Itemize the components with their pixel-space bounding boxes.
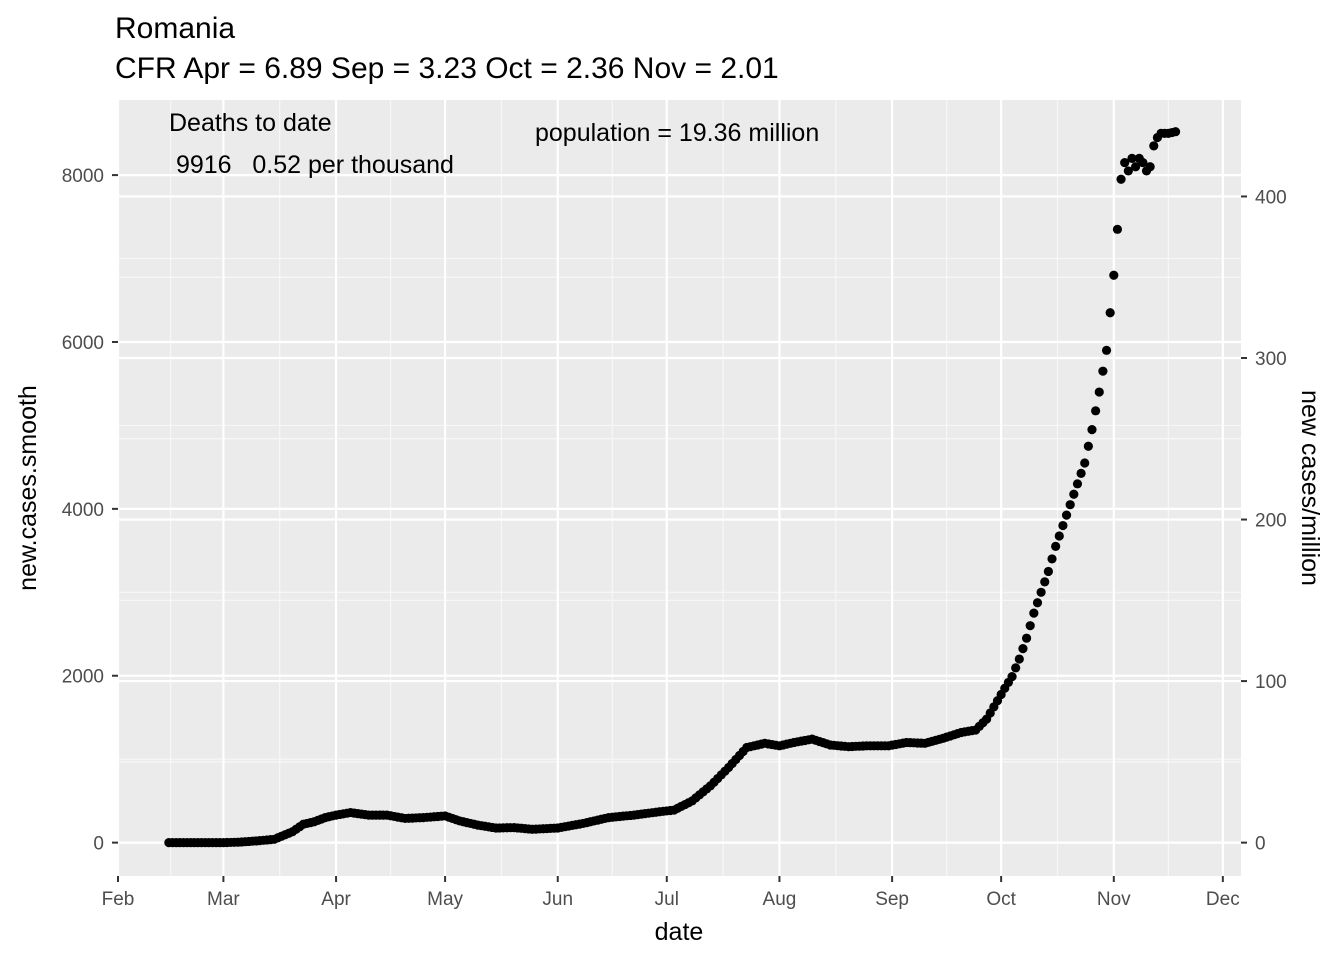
- plot-panel: [118, 100, 1241, 876]
- x-tick-label: Apr: [321, 889, 351, 910]
- x-axis: Feb Mar Apr May Jun Jul Aug Sep Oct Nov Dec: [102, 876, 1240, 910]
- data-point: [1149, 141, 1159, 151]
- data-point: [1047, 554, 1057, 564]
- data-point: [1131, 162, 1141, 172]
- data-point: [1076, 468, 1086, 478]
- data-point: [1054, 531, 1064, 541]
- x-tick-label: Jun: [542, 889, 573, 910]
- y2-tick-label: 100: [1255, 672, 1287, 693]
- data-point: [1069, 489, 1079, 499]
- y2-tick-label: 300: [1255, 349, 1287, 370]
- data-point: [1145, 162, 1155, 172]
- data-points: [164, 127, 1181, 848]
- y-axis-right: 0 100 200 300 400: [1241, 187, 1287, 855]
- grid-minor: [118, 100, 1241, 876]
- x-tick-label: Jul: [655, 889, 679, 910]
- x-tick-label: Feb: [102, 889, 135, 910]
- y-axis-title: new.cases.smooth: [14, 385, 42, 591]
- data-point: [1032, 598, 1043, 608]
- data-point: [1105, 308, 1115, 318]
- x-tick-label: Sep: [875, 889, 909, 910]
- data-point: [1018, 644, 1028, 654]
- data-point: [1138, 157, 1148, 168]
- x-tick-label: Dec: [1206, 889, 1240, 910]
- y-tick-label: 4000: [62, 500, 104, 521]
- x-tick-label: Nov: [1097, 889, 1131, 910]
- population-annotation: population = 19.36 million: [535, 119, 819, 147]
- data-point: [1051, 541, 1061, 552]
- data-point: [1065, 500, 1075, 510]
- y-tick-label: 6000: [62, 333, 104, 354]
- x-axis-title: date: [655, 918, 704, 946]
- data-point: [1011, 663, 1021, 673]
- data-point: [1072, 479, 1083, 489]
- y2-tick-label: 200: [1255, 511, 1287, 532]
- data-point: [1040, 577, 1050, 587]
- deaths-label: Deaths to date: [169, 109, 332, 137]
- data-point: [1058, 520, 1068, 531]
- data-point: [1091, 406, 1101, 416]
- data-point: [1098, 366, 1108, 376]
- data-point: [1123, 166, 1133, 176]
- data-point: [1094, 387, 1104, 397]
- data-point: [1120, 157, 1130, 168]
- deaths-value: 9916 0.52 per thousand: [169, 151, 454, 179]
- y2-axis-title: new cases/million: [1296, 390, 1324, 586]
- data-point: [1127, 153, 1137, 164]
- data-point: [1036, 587, 1046, 597]
- y-tick-label: 0: [93, 834, 104, 855]
- data-point: [1087, 424, 1097, 435]
- data-point: [1101, 345, 1112, 355]
- data-point: [1170, 127, 1181, 137]
- chart-subtitle: CFR Apr = 6.89 Sep = 3.23 Oct = 2.36 Nov…: [115, 52, 779, 85]
- y-tick-label: 2000: [62, 667, 104, 688]
- data-point: [1109, 270, 1119, 280]
- data-point: [1007, 671, 1017, 682]
- data-point: [1116, 174, 1126, 184]
- data-point: [1080, 458, 1090, 468]
- data-point: [1025, 621, 1035, 631]
- x-tick-label: Aug: [763, 889, 797, 910]
- y2-tick-label: 400: [1255, 187, 1287, 208]
- data-point: [1061, 510, 1072, 520]
- x-tick-label: Mar: [207, 889, 240, 910]
- x-tick-label: Oct: [986, 889, 1016, 910]
- y-tick-label: 8000: [62, 166, 104, 187]
- x-tick-label: May: [427, 889, 463, 910]
- y2-tick-label: 0: [1255, 834, 1266, 855]
- y-axis-left: 0 2000 4000 6000 8000: [62, 166, 118, 855]
- chart-title: Romania: [115, 12, 235, 45]
- data-point: [1112, 224, 1123, 234]
- data-point: [1029, 608, 1039, 618]
- data-point: [1043, 566, 1053, 577]
- data-point: [1083, 441, 1093, 451]
- data-point: [1021, 633, 1032, 643]
- data-point: [1014, 654, 1024, 664]
